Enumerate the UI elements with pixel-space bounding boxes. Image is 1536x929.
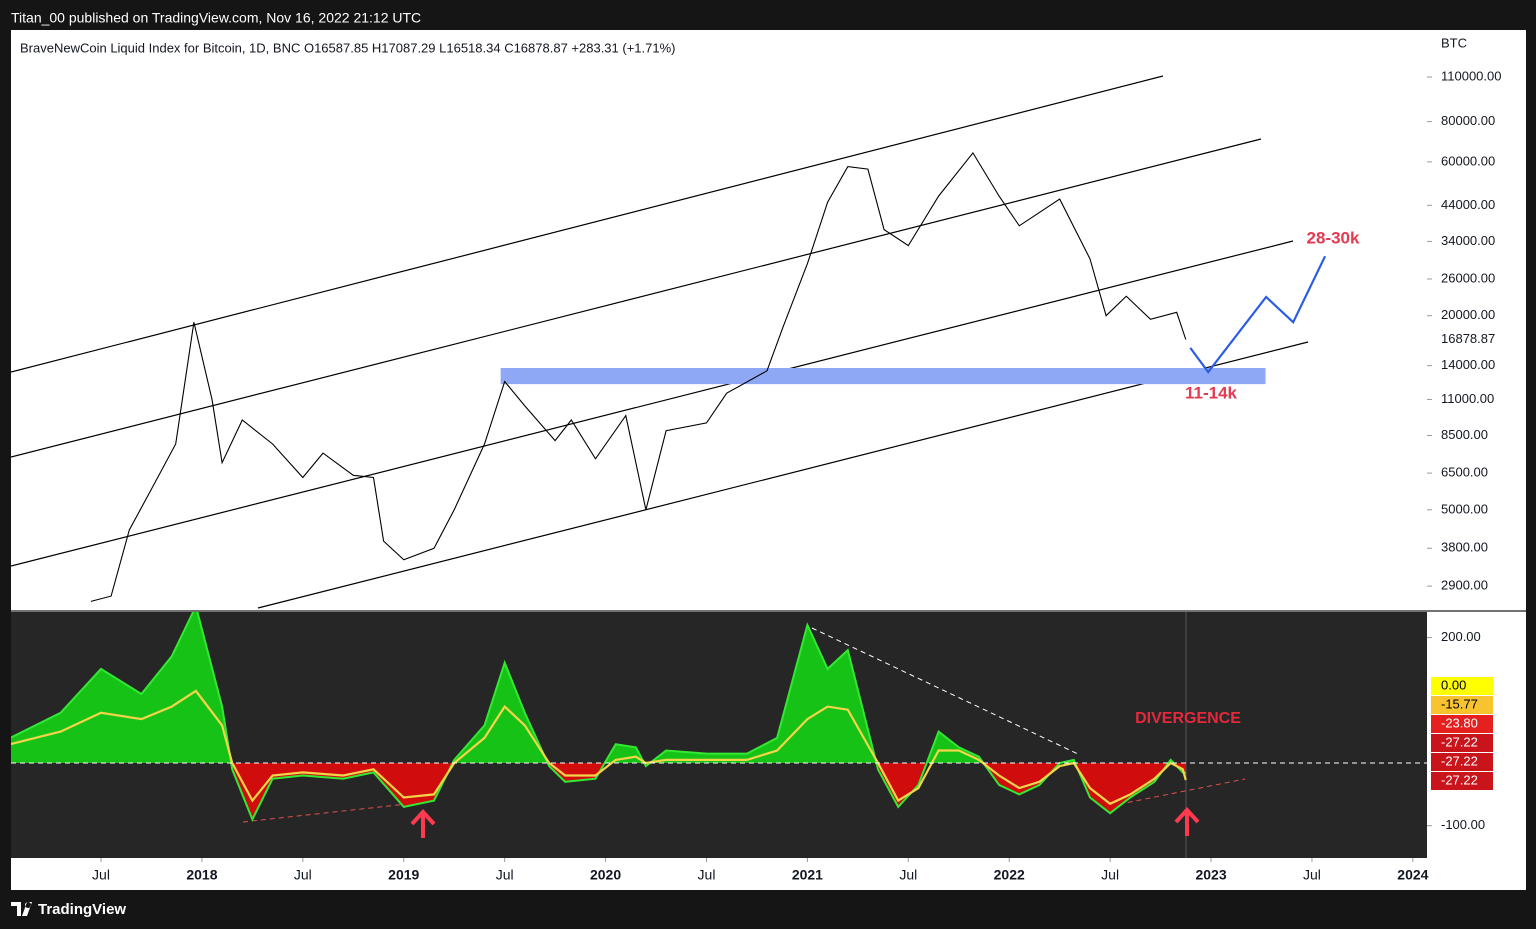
last-price-badge	[1430, 330, 1510, 349]
x-tick-label: Jul	[1101, 867, 1119, 883]
fill-below	[11, 762, 1186, 820]
oscillator-line	[11, 689, 1187, 806]
currency: BTC	[1441, 35, 1467, 50]
publisher: Titan_00 published on TradingView.com, N…	[11, 10, 421, 26]
channel-lines	[11, 75, 1309, 609]
value-badge	[1431, 772, 1493, 790]
projection-line	[1189, 255, 1327, 374]
y-tick-label: 2900.00	[1441, 578, 1488, 593]
x-tick-label: 2021	[792, 867, 823, 883]
y-tick-label: 200.00	[1441, 629, 1481, 644]
annotation: 28-30k	[1307, 228, 1360, 247]
value-badge	[1431, 696, 1493, 714]
value-badge-label: -27.22	[1441, 734, 1478, 749]
y-tick-label: 20000.00	[1441, 307, 1495, 322]
x-tick-label: Jul	[92, 867, 110, 883]
value-badge-label: -27.22	[1441, 772, 1478, 787]
x-tick-label: 2022	[994, 867, 1025, 883]
x-tick-label: 2018	[186, 867, 217, 883]
value-badge-label: -23.80	[1441, 715, 1478, 730]
y-tick-label: 26000.00	[1441, 270, 1495, 285]
x-tick-label: Jul	[294, 867, 312, 883]
time-axis	[11, 858, 1526, 890]
price-pane	[11, 30, 1526, 610]
support-zone	[500, 367, 1266, 385]
brand: TradingView	[11, 901, 126, 918]
channel-line	[11, 75, 1164, 373]
x-tick-label: 2024	[1397, 867, 1428, 883]
y-tick-label: 44000.00	[1441, 197, 1495, 212]
oscillator-drawings	[242, 612, 1246, 858]
annotation: 11-14k	[1185, 383, 1238, 402]
channel-line	[11, 138, 1262, 458]
y-tick-label: 6500.00	[1441, 465, 1488, 480]
x-tick-label: Jul	[496, 867, 514, 883]
area-below	[11, 762, 1186, 820]
value-badge-label: -15.77	[1441, 696, 1478, 711]
value-badge	[1431, 677, 1493, 695]
y-tick-label: 14000.00	[1441, 357, 1495, 372]
brand-name: TradingView	[38, 901, 126, 918]
value-badge	[1431, 753, 1493, 771]
y-tick-label: 8500.00	[1441, 427, 1488, 442]
y-tick-label: 3800.00	[1441, 540, 1488, 555]
logo	[11, 902, 32, 916]
value-badge-label: -27.22	[1441, 753, 1478, 768]
y-tick-label: 110000.00	[1441, 68, 1502, 83]
y-tick-label: -100.00	[1441, 817, 1485, 832]
x-tick-label: 2019	[388, 867, 419, 883]
channel-line	[257, 341, 1309, 609]
divergence-line	[1109, 778, 1246, 807]
x-tick-label: Jul	[899, 867, 917, 883]
fill-above	[11, 612, 1174, 763]
last-price-label: 16878.87	[1441, 331, 1495, 346]
y-tick-label: 5000.00	[1441, 501, 1488, 516]
y-tick-label: 80000.00	[1441, 113, 1495, 128]
y-tick-label: 34000.00	[1441, 233, 1495, 248]
plot: 110000.00 80000.00 60000.00 44000.00 34000.0…	[11, 35, 1510, 883]
price-line	[90, 151, 1187, 602]
arrow-up	[1174, 807, 1200, 836]
chart-title: BraveNewCoin Liquid Index for Bitcoin, 1…	[20, 40, 676, 55]
divergence-line	[242, 801, 426, 823]
annotation: DIVERGENCE	[1135, 710, 1241, 727]
y-tick-label: 60000.00	[1441, 153, 1495, 168]
oscillator-lines	[11, 612, 1187, 822]
x-tick-label: 2023	[1195, 867, 1226, 883]
divergence-line	[811, 627, 1081, 756]
arrow-up	[410, 809, 436, 838]
value-badge	[1431, 734, 1493, 752]
x-tick-label: Jul	[698, 867, 716, 883]
area-above	[11, 612, 1174, 763]
channel-line	[11, 240, 1294, 567]
value-badge	[1431, 715, 1493, 733]
x-tick-label: Jul	[1303, 867, 1321, 883]
value-badge-label: 0.00	[1441, 677, 1466, 692]
oscillator-line	[11, 612, 1186, 822]
y-tick-label: 11000.00	[1441, 391, 1494, 406]
x-tick-label: 2020	[590, 867, 621, 883]
